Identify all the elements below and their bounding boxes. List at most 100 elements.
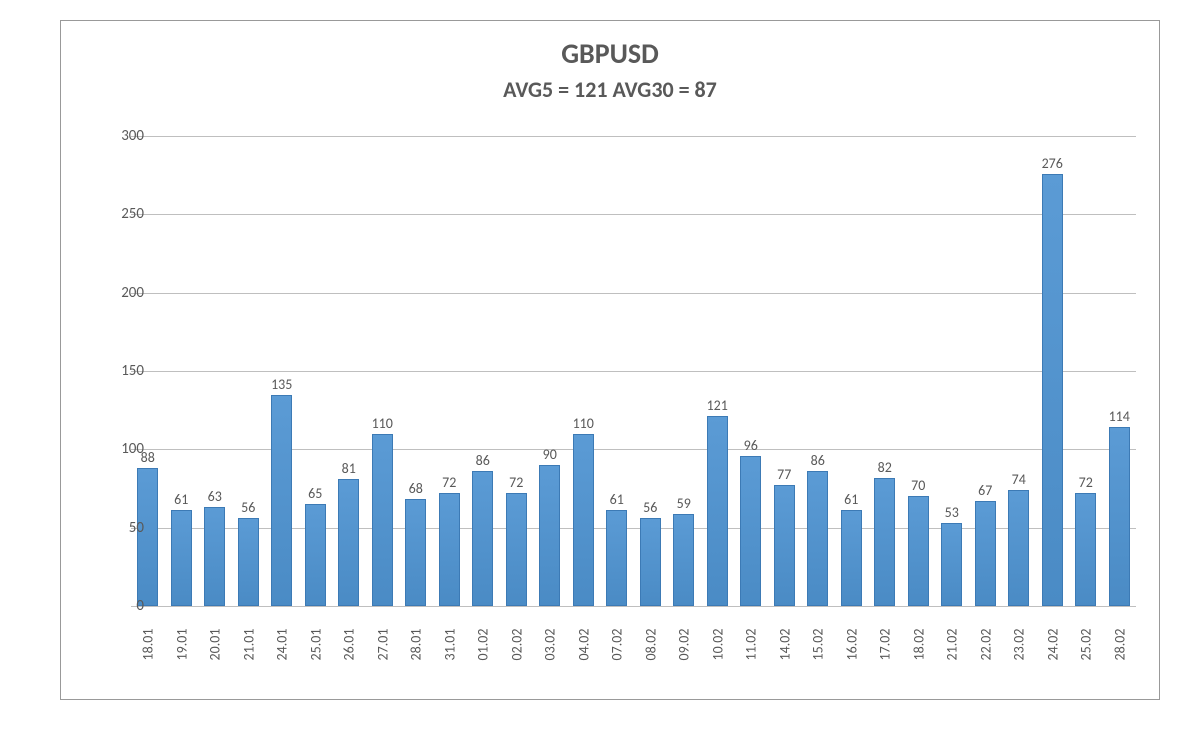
bar-wrapper: 70 — [902, 136, 936, 606]
bar-value-label: 63 — [208, 488, 222, 505]
bar-wrapper: 110 — [366, 136, 400, 606]
bar: 72 — [1075, 493, 1096, 606]
bar-wrapper: 121 — [701, 136, 735, 606]
x-axis-label: 26.01 — [340, 628, 357, 662]
bar-value-label: 86 — [811, 452, 825, 469]
bar: 61 — [606, 510, 627, 606]
bar-wrapper: 82 — [868, 136, 902, 606]
bar-value-label: 276 — [1042, 155, 1063, 172]
x-axis-label: 11.02 — [742, 628, 759, 662]
bar: 110 — [573, 434, 594, 606]
bar-wrapper: 110 — [567, 136, 601, 606]
bar: 72 — [439, 493, 460, 606]
bar-wrapper: 68 — [399, 136, 433, 606]
bar: 72 — [506, 493, 527, 606]
bar: 110 — [372, 434, 393, 606]
bar: 68 — [405, 499, 426, 606]
bar: 59 — [673, 514, 694, 606]
bar: 81 — [338, 479, 359, 606]
bar: 61 — [171, 510, 192, 606]
bar: 90 — [539, 465, 560, 606]
bar-wrapper: 114 — [1103, 136, 1137, 606]
bar-value-label: 86 — [476, 452, 490, 469]
bar-wrapper: 61 — [165, 136, 199, 606]
x-axis-labels: 18.0119.0120.0121.0124.0125.0126.0127.01… — [131, 611, 1136, 628]
bar-value-label: 96 — [744, 437, 758, 454]
bar-value-label: 90 — [543, 446, 557, 463]
bar: 86 — [807, 471, 828, 606]
bar: 121 — [707, 416, 728, 606]
bar: 82 — [874, 478, 895, 606]
bar-wrapper: 61 — [835, 136, 869, 606]
bar-wrapper: 61 — [600, 136, 634, 606]
x-axis-label: 18.02 — [910, 628, 927, 662]
gridline — [131, 606, 1136, 607]
bar-value-label: 114 — [1109, 408, 1130, 425]
bar-wrapper: 65 — [299, 136, 333, 606]
bar-value-label: 77 — [777, 466, 791, 483]
x-axis-label: 04.02 — [575, 628, 592, 662]
bar-value-label: 61 — [844, 491, 858, 508]
bar-wrapper: 135 — [265, 136, 299, 606]
watermark-brand: InstaForex — [55, 704, 147, 726]
bar: 74 — [1008, 490, 1029, 606]
chart-subtitle: AVG5 = 121 AVG30 = 87 — [61, 76, 1159, 103]
bar-value-label: 61 — [174, 491, 188, 508]
bar-wrapper: 77 — [768, 136, 802, 606]
watermark-tagline: Instant Forex Trading — [55, 728, 147, 737]
y-axis-label: 250 — [99, 205, 144, 223]
x-axis-label: 27.01 — [374, 628, 391, 662]
bar-wrapper: 56 — [232, 136, 266, 606]
x-axis-label: 08.02 — [642, 628, 659, 662]
x-axis-label: 25.02 — [1077, 628, 1094, 662]
x-axis-label: 23.02 — [1010, 628, 1027, 662]
x-axis-label: 14.02 — [776, 628, 793, 662]
x-axis-label: 21.01 — [240, 628, 257, 662]
y-axis-label: 100 — [99, 440, 144, 458]
bar-wrapper: 63 — [198, 136, 232, 606]
bar: 276 — [1042, 174, 1063, 606]
bar-value-label: 110 — [372, 415, 393, 432]
bar-wrapper: 81 — [332, 136, 366, 606]
bar: 56 — [238, 518, 259, 606]
bar-value-label: 81 — [342, 460, 356, 477]
instaforex-logo-icon — [15, 705, 47, 737]
x-axis-label: 31.01 — [441, 628, 458, 662]
bar: 96 — [740, 456, 761, 606]
watermark-text: InstaForex Instant Forex Trading — [55, 704, 147, 737]
bar-value-label: 65 — [308, 485, 322, 502]
x-axis-label: 24.02 — [1044, 628, 1061, 662]
x-axis-label: 10.02 — [709, 628, 726, 662]
bar-value-label: 74 — [1012, 471, 1026, 488]
bar-wrapper: 59 — [667, 136, 701, 606]
y-axis-label: 150 — [99, 362, 144, 380]
bar: 114 — [1109, 427, 1130, 606]
bar-value-label: 72 — [1079, 474, 1093, 491]
bar-wrapper: 276 — [1036, 136, 1070, 606]
bar-wrapper: 67 — [969, 136, 1003, 606]
bar: 86 — [472, 471, 493, 606]
bar-value-label: 110 — [573, 415, 594, 432]
bar-wrapper: 53 — [935, 136, 969, 606]
y-axis-label: 50 — [99, 519, 144, 537]
bar-value-label: 59 — [677, 495, 691, 512]
bar-value-label: 56 — [241, 499, 255, 516]
bar-value-label: 82 — [878, 459, 892, 476]
bar-value-label: 67 — [978, 482, 992, 499]
x-axis-label: 20.01 — [206, 628, 223, 662]
plot-area: 8861635613565811106872867290110615659121… — [131, 136, 1136, 606]
watermark: InstaForex Instant Forex Trading — [15, 704, 147, 737]
bar-value-label: 72 — [442, 474, 456, 491]
bar-value-label: 70 — [911, 477, 925, 494]
bar: 56 — [640, 518, 661, 606]
bar-wrapper: 86 — [466, 136, 500, 606]
x-axis-label: 02.02 — [508, 628, 525, 662]
x-axis-label: 28.01 — [407, 628, 424, 662]
bar-wrapper: 74 — [1002, 136, 1036, 606]
bar-value-label: 121 — [707, 397, 728, 414]
x-axis-label: 28.02 — [1111, 628, 1128, 662]
bar-value-label: 72 — [509, 474, 523, 491]
bars-container: 8861635613565811106872867290110615659121… — [131, 136, 1136, 606]
bar: 135 — [271, 395, 292, 607]
x-axis-label: 15.02 — [809, 628, 826, 662]
